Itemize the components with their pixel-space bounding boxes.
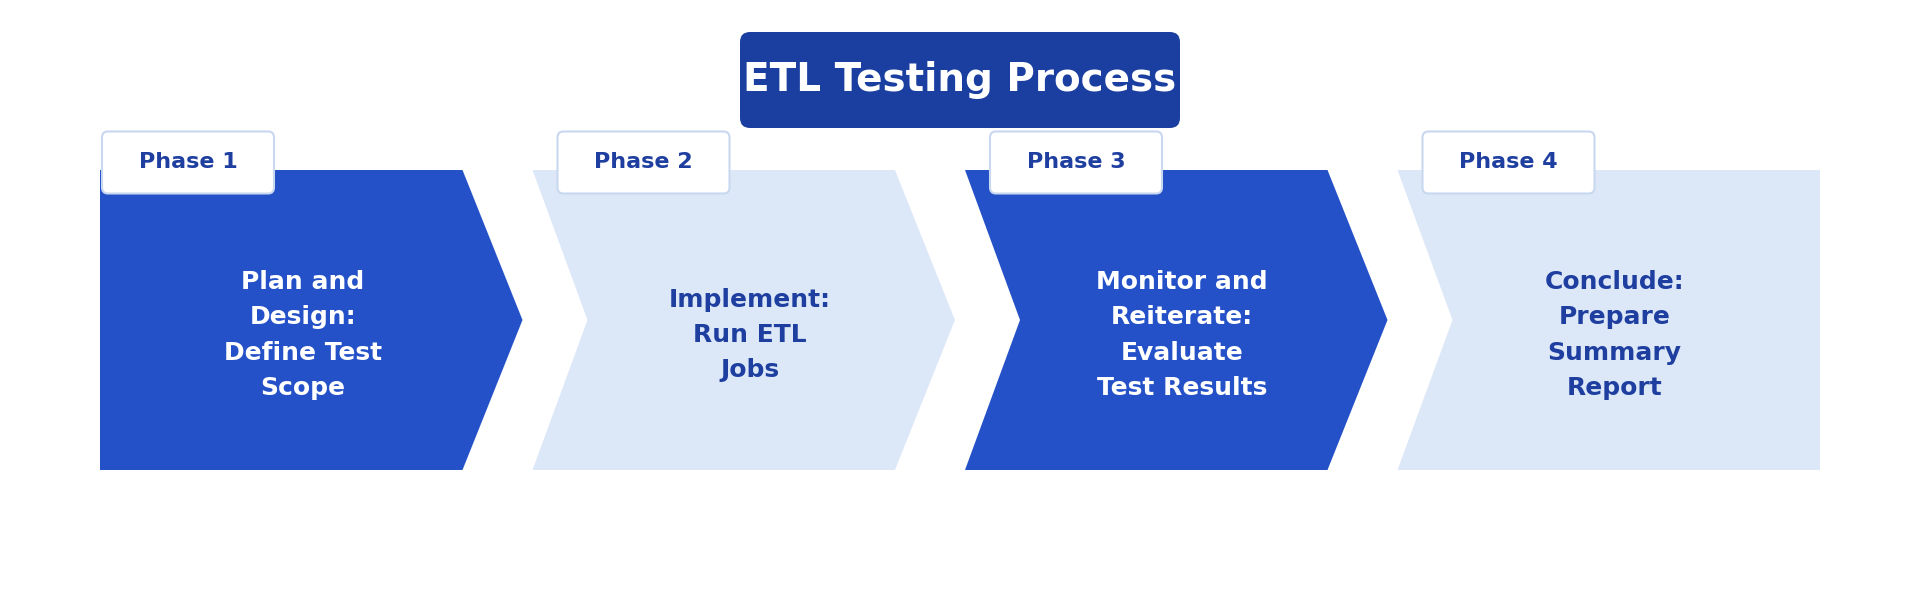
Polygon shape <box>966 170 1388 470</box>
Polygon shape <box>1398 170 1820 470</box>
Text: Conclude:
Prepare
Summary
Report: Conclude: Prepare Summary Report <box>1546 270 1684 400</box>
FancyBboxPatch shape <box>557 131 730 193</box>
FancyBboxPatch shape <box>991 131 1162 193</box>
Text: Implement:
Run ETL
Jobs: Implement: Run ETL Jobs <box>668 287 831 382</box>
Polygon shape <box>532 170 954 470</box>
Text: Phase 4: Phase 4 <box>1459 152 1557 173</box>
Polygon shape <box>100 170 522 470</box>
Text: Monitor and
Reiterate:
Evaluate
Test Results: Monitor and Reiterate: Evaluate Test Res… <box>1096 270 1267 400</box>
Text: Phase 3: Phase 3 <box>1027 152 1125 173</box>
FancyBboxPatch shape <box>102 131 275 193</box>
FancyBboxPatch shape <box>739 32 1181 128</box>
Text: ETL Testing Process: ETL Testing Process <box>743 61 1177 99</box>
Text: Plan and
Design:
Define Test
Scope: Plan and Design: Define Test Scope <box>225 270 382 400</box>
Text: Phase 2: Phase 2 <box>593 152 693 173</box>
Text: Phase 1: Phase 1 <box>138 152 238 173</box>
FancyBboxPatch shape <box>1423 131 1594 193</box>
